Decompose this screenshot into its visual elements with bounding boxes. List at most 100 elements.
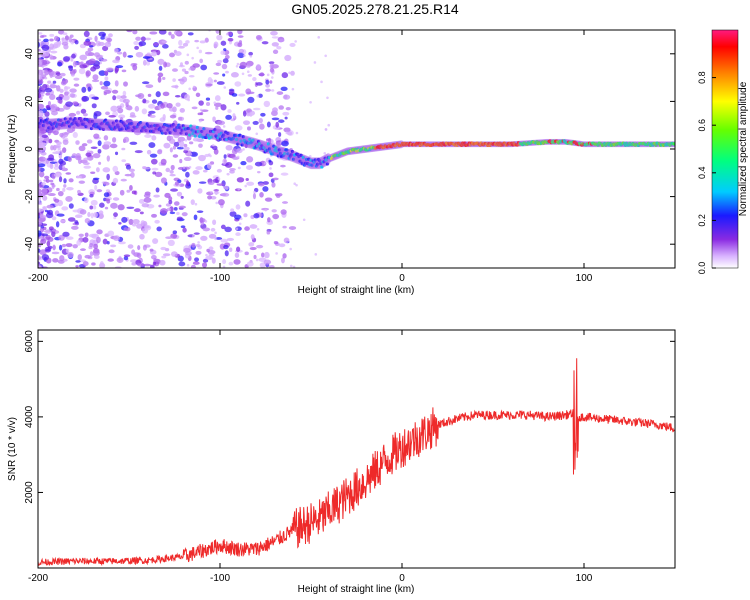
noise-blob [185, 171, 190, 178]
noise-blob [121, 147, 126, 151]
colorbar-tick-label: 0.6 [697, 119, 707, 132]
noise-blob [256, 94, 260, 98]
noise-blob [155, 187, 160, 193]
ridge-point [325, 162, 329, 166]
noise-blob [153, 257, 157, 263]
noise-blob [98, 210, 104, 216]
noise-blob [40, 151, 47, 156]
noise-blob [222, 58, 229, 64]
noise-blob [158, 204, 162, 208]
noise-blob [195, 244, 201, 248]
noise-blob [57, 61, 63, 67]
ridge-point [255, 144, 260, 148]
noise-blob [64, 35, 70, 41]
noise-blob [84, 218, 91, 224]
noise-blob [93, 111, 102, 117]
spectrogram-x-ticks: -200 -100 0 100 [28, 30, 593, 284]
noise-blob [178, 39, 183, 46]
noise-blob [282, 94, 291, 100]
noise-blob [99, 202, 105, 208]
noise-blob [70, 57, 74, 62]
ridge-point [231, 136, 236, 140]
noise-blob [168, 196, 173, 201]
noise-blob [57, 146, 61, 151]
noise-blob [204, 51, 213, 55]
noise-blob [237, 52, 245, 59]
noise-blob [58, 158, 64, 165]
noise-blob [169, 147, 173, 153]
noise-blob [151, 51, 157, 57]
noise-blob [302, 218, 306, 222]
noise-blob [161, 40, 168, 44]
noise-blob [197, 112, 202, 116]
noise-blob [263, 162, 267, 165]
noise-blob [268, 61, 275, 65]
noise-blob [182, 42, 189, 47]
noise-blob [120, 95, 127, 99]
noise-blob [166, 207, 172, 212]
noise-blob [128, 218, 134, 226]
noise-blob [259, 191, 264, 198]
noise-blob [217, 59, 223, 64]
noise-blob [276, 91, 284, 95]
noise-blob [38, 191, 42, 196]
ridge-point [51, 126, 55, 130]
noise-blob [72, 131, 78, 139]
noise-blob [308, 154, 312, 158]
noise-blob [246, 126, 251, 131]
noise-blob [66, 128, 74, 134]
noise-blob [102, 238, 108, 245]
noise-blob [224, 185, 229, 190]
noise-blob [67, 251, 74, 259]
noise-blob [85, 152, 92, 157]
noise-blob [172, 230, 178, 235]
ridge-point [120, 127, 124, 131]
noise-blob [239, 61, 248, 69]
noise-blob [149, 153, 158, 158]
noise-blob [112, 197, 120, 201]
ridge-point [278, 151, 283, 156]
noise-blob [97, 41, 105, 46]
noise-blob [323, 151, 327, 155]
noise-blob [278, 132, 282, 137]
noise-blob [108, 115, 116, 118]
noise-blob [61, 166, 66, 170]
noise-blob [143, 197, 152, 203]
ridge-point [68, 124, 72, 128]
noise-blob [98, 70, 106, 76]
ridge-point [131, 128, 135, 133]
noise-blob [260, 112, 266, 117]
noise-blob [89, 194, 94, 198]
noise-blob [41, 254, 50, 261]
noise-blob [74, 40, 79, 45]
noise-blob [77, 254, 82, 261]
ridge-halo [218, 129, 224, 142]
noise-blob [281, 257, 285, 264]
noise-blob [142, 167, 151, 170]
noise-blob [176, 146, 184, 150]
noise-blob [205, 97, 211, 101]
ridge-point [100, 121, 105, 125]
noise-blob [243, 54, 246, 57]
spectrogram-y-label: Frequency (Hz) [7, 115, 18, 184]
noise-blob [67, 217, 76, 222]
noise-blob [42, 206, 47, 211]
colorbar-gradient [711, 29, 739, 269]
noise-blob [113, 48, 119, 53]
noise-blob [78, 233, 84, 237]
noise-blob [122, 90, 127, 97]
noise-blob [172, 145, 177, 150]
noise-blob [56, 213, 65, 217]
noise-blob [209, 256, 213, 260]
noise-blob [169, 114, 177, 119]
ridge-halo [187, 124, 193, 137]
noise-blob [290, 70, 295, 76]
ridge-point [226, 131, 230, 136]
noise-blob [89, 251, 94, 257]
noise-blob [198, 100, 204, 106]
noise-blob [97, 148, 102, 154]
noise-blob [259, 72, 265, 77]
noise-blob [61, 37, 65, 44]
noise-blob [255, 82, 263, 86]
noise-blob [153, 42, 160, 46]
